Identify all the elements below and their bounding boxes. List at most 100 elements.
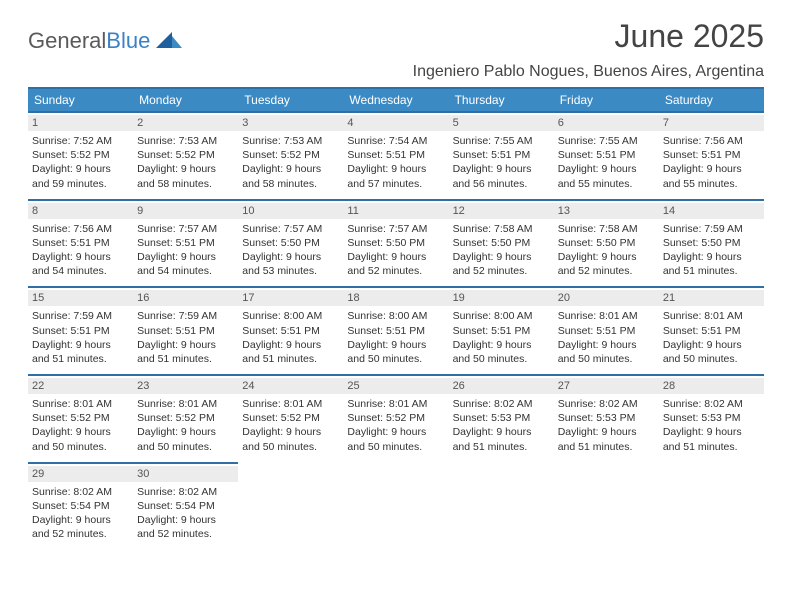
sunrise-line: Sunrise: 8:01 AM <box>663 309 760 323</box>
daylight-line: Daylight: 9 hours and 51 minutes. <box>663 250 760 278</box>
sunrise-line: Sunrise: 7:57 AM <box>242 222 339 236</box>
sunrise-line: Sunrise: 8:01 AM <box>347 397 444 411</box>
sunrise-line: Sunrise: 7:56 AM <box>32 222 129 236</box>
daylight-line: Daylight: 9 hours and 52 minutes. <box>558 250 655 278</box>
daylight-line: Daylight: 9 hours and 55 minutes. <box>558 162 655 190</box>
day-info: Sunrise: 7:58 AMSunset: 5:50 PMDaylight:… <box>558 222 655 279</box>
day-info: Sunrise: 8:01 AMSunset: 5:51 PMDaylight:… <box>663 309 760 366</box>
daylight-line: Daylight: 9 hours and 51 minutes. <box>137 338 234 366</box>
day-number: 30 <box>133 466 238 482</box>
daylight-line: Daylight: 9 hours and 50 minutes. <box>558 338 655 366</box>
daylight-line: Daylight: 9 hours and 50 minutes. <box>663 338 760 366</box>
sunset-line: Sunset: 5:52 PM <box>32 148 129 162</box>
day-cell: 3 Sunrise: 7:53 AMSunset: 5:52 PMDaylight… <box>238 111 343 199</box>
day-info: Sunrise: 8:01 AMSunset: 5:52 PMDaylight:… <box>137 397 234 454</box>
day-cell: 13Sunrise: 7:58 AMSunset: 5:50 PMDayligh… <box>554 199 659 287</box>
daylight-line: Daylight: 9 hours and 50 minutes. <box>453 338 550 366</box>
sunrise-line: Sunrise: 7:54 AM <box>347 134 444 148</box>
daylight-line: Daylight: 9 hours and 58 minutes. <box>242 162 339 190</box>
sunset-line: Sunset: 5:51 PM <box>137 236 234 250</box>
day-number: 7 <box>659 115 764 131</box>
sunset-line: Sunset: 5:53 PM <box>558 411 655 425</box>
day-info: Sunrise: 8:00 AMSunset: 5:51 PMDaylight:… <box>242 309 339 366</box>
sunrise-line: Sunrise: 7:56 AM <box>663 134 760 148</box>
daylight-line: Daylight: 9 hours and 51 minutes. <box>453 425 550 453</box>
day-cell: 29Sunrise: 8:02 AMSunset: 5:54 PMDayligh… <box>28 462 133 550</box>
sunset-line: Sunset: 5:51 PM <box>663 324 760 338</box>
daylight-line: Daylight: 9 hours and 52 minutes. <box>453 250 550 278</box>
sunset-line: Sunset: 5:54 PM <box>137 499 234 513</box>
day-cell: 19 Sunrise: 8:00 AMSunset: 5:51 PMDayligh… <box>449 286 554 374</box>
sunrise-line: Sunrise: 7:59 AM <box>32 309 129 323</box>
daylight-line: Daylight: 9 hours and 50 minutes. <box>347 338 444 366</box>
day-info: Sunrise: 7:59 AMSunset: 5:50 PMDaylight:… <box>663 222 760 279</box>
day-number: 11 <box>343 203 448 219</box>
day-info: Sunrise: 7:53 AMSunset: 5:52 PMDaylight:… <box>242 134 339 191</box>
daylight-line: Daylight: 9 hours and 50 minutes. <box>347 425 444 453</box>
sunset-line: Sunset: 5:51 PM <box>453 148 550 162</box>
day-info: Sunrise: 7:59 AMSunset: 5:51 PMDaylight:… <box>32 309 129 366</box>
day-info: Sunrise: 8:00 AMSunset: 5:51 PMDaylight:… <box>453 309 550 366</box>
day-cell: 5Sunrise: 7:55 AMSunset: 5:51 PMDaylight… <box>449 111 554 199</box>
sunset-line: Sunset: 5:51 PM <box>32 236 129 250</box>
sunrise-line: Sunrise: 8:01 AM <box>32 397 129 411</box>
daylight-line: Daylight: 9 hours and 50 minutes. <box>32 425 129 453</box>
day-number: 10 <box>238 203 343 219</box>
day-cell: 20Sunrise: 8:01 AMSunset: 5:51 PMDayligh… <box>554 286 659 374</box>
day-cell: 15Sunrise: 7:59 AMSunset: 5:51 PMDayligh… <box>28 286 133 374</box>
brand-part2: Blue <box>106 28 150 54</box>
sunrise-line: Sunrise: 7:57 AM <box>137 222 234 236</box>
day-number: 19 <box>449 290 554 306</box>
day-number: 8 <box>28 203 133 219</box>
day-info: Sunrise: 8:01 AMSunset: 5:52 PMDaylight:… <box>242 397 339 454</box>
day-info: Sunrise: 8:01 AMSunset: 5:52 PMDaylight:… <box>347 397 444 454</box>
daylight-line: Daylight: 9 hours and 50 minutes. <box>242 425 339 453</box>
dow-header: Tuesday <box>238 89 343 111</box>
sunrise-line: Sunrise: 7:59 AM <box>663 222 760 236</box>
dow-header: Thursday <box>449 89 554 111</box>
dow-header: Saturday <box>659 89 764 111</box>
sunset-line: Sunset: 5:51 PM <box>32 324 129 338</box>
day-cell: 10Sunrise: 7:57 AMSunset: 5:50 PMDayligh… <box>238 199 343 287</box>
daylight-line: Daylight: 9 hours and 51 minutes. <box>242 338 339 366</box>
day-cell: 1Sunrise: 7:52 AMSunset: 5:52 PMDaylight… <box>28 111 133 199</box>
sunset-line: Sunset: 5:52 PM <box>32 411 129 425</box>
sunset-line: Sunset: 5:50 PM <box>347 236 444 250</box>
daylight-line: Daylight: 9 hours and 58 minutes. <box>137 162 234 190</box>
day-number: 3 <box>238 115 343 131</box>
day-cell: 22Sunrise: 8:01 AMSunset: 5:52 PMDayligh… <box>28 374 133 462</box>
sunrise-line: Sunrise: 7:58 AM <box>453 222 550 236</box>
location-text: Ingeniero Pablo Nogues, Buenos Aires, Ar… <box>413 63 764 81</box>
sunrise-line: Sunrise: 7:53 AM <box>137 134 234 148</box>
day-cell: 9Sunrise: 7:57 AMSunset: 5:51 PMDaylight… <box>133 199 238 287</box>
sunset-line: Sunset: 5:52 PM <box>137 148 234 162</box>
brand-logo: GeneralBlue <box>28 18 182 54</box>
day-info: Sunrise: 7:59 AMSunset: 5:51 PMDaylight:… <box>137 309 234 366</box>
sunset-line: Sunset: 5:51 PM <box>347 148 444 162</box>
sunset-line: Sunset: 5:51 PM <box>137 324 234 338</box>
day-number: 18 <box>343 290 448 306</box>
day-cell: 18Sunrise: 8:00 AMSunset: 5:51 PMDayligh… <box>343 286 448 374</box>
day-cell: 11Sunrise: 7:57 AMSunset: 5:50 PMDayligh… <box>343 199 448 287</box>
daylight-line: Daylight: 9 hours and 50 minutes. <box>137 425 234 453</box>
sunrise-line: Sunrise: 7:55 AM <box>558 134 655 148</box>
sunset-line: Sunset: 5:52 PM <box>137 411 234 425</box>
day-info: Sunrise: 7:55 AMSunset: 5:51 PMDaylight:… <box>453 134 550 191</box>
daylight-line: Daylight: 9 hours and 54 minutes. <box>32 250 129 278</box>
day-info: Sunrise: 8:02 AMSunset: 5:54 PMDaylight:… <box>32 485 129 542</box>
sunset-line: Sunset: 5:54 PM <box>32 499 129 513</box>
title-block: June 2025 Ingeniero Pablo Nogues, Buenos… <box>413 18 764 81</box>
sunrise-line: Sunrise: 8:02 AM <box>663 397 760 411</box>
sunset-line: Sunset: 5:51 PM <box>242 324 339 338</box>
sunrise-line: Sunrise: 7:57 AM <box>347 222 444 236</box>
day-cell: 4Sunrise: 7:54 AMSunset: 5:51 PMDaylight… <box>343 111 448 199</box>
header: GeneralBlue June 2025 Ingeniero Pablo No… <box>28 18 764 81</box>
sunrise-line: Sunrise: 7:58 AM <box>558 222 655 236</box>
day-cell: 23Sunrise: 8:01 AMSunset: 5:52 PMDayligh… <box>133 374 238 462</box>
day-cell: 26Sunrise: 8:02 AMSunset: 5:53 PMDayligh… <box>449 374 554 462</box>
day-number: 14 <box>659 203 764 219</box>
day-number: 9 <box>133 203 238 219</box>
day-cell: 14 Sunrise: 7:59 AMSunset: 5:50 PMDayligh… <box>659 199 764 287</box>
sunrise-line: Sunrise: 7:55 AM <box>453 134 550 148</box>
sunset-line: Sunset: 5:50 PM <box>453 236 550 250</box>
